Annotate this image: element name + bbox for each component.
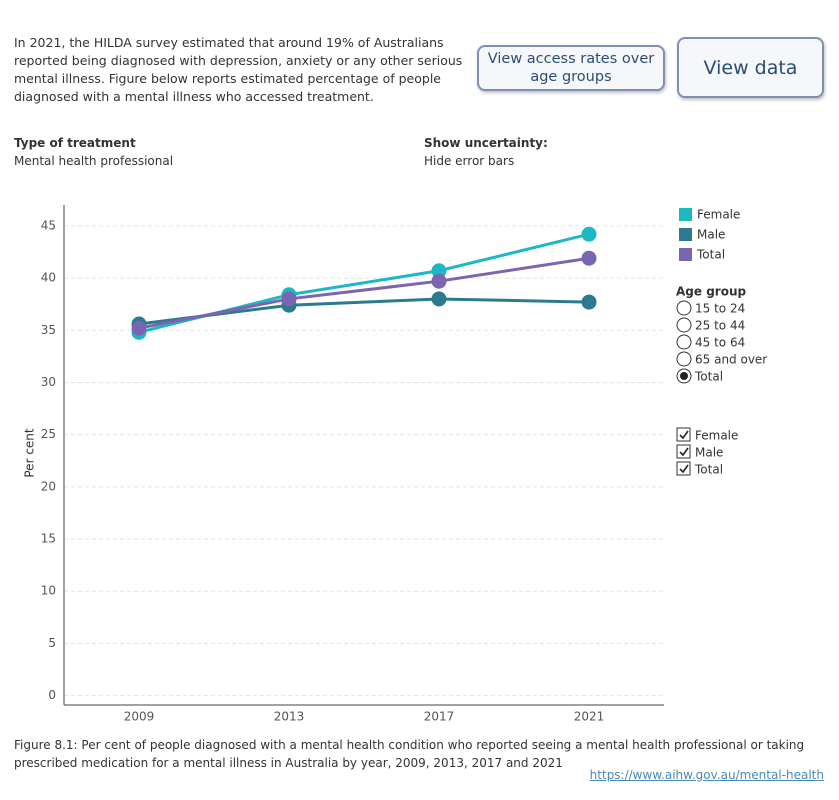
radio-dot bbox=[680, 372, 688, 380]
legend-label[interactable]: Male bbox=[697, 228, 725, 242]
age-rates-button[interactable]: View access rates over age groups bbox=[477, 45, 665, 91]
intro-text: In 2021, the HILDA survey estimated that… bbox=[14, 35, 463, 104]
data-point[interactable] bbox=[131, 320, 147, 336]
filter-value: Mental health professional bbox=[14, 154, 174, 168]
data-point[interactable] bbox=[431, 273, 447, 289]
radio-label[interactable]: 45 to 64 bbox=[695, 336, 745, 350]
uncertainty-filter[interactable]: Show uncertainty: Hide error bars bbox=[424, 136, 548, 168]
radio-button[interactable] bbox=[676, 317, 692, 333]
x-tick-label: 2009 bbox=[124, 710, 155, 724]
legend-swatch[interactable] bbox=[679, 248, 692, 261]
data-point[interactable] bbox=[431, 291, 447, 307]
series-line bbox=[138, 297, 590, 326]
radio-label[interactable]: Total bbox=[694, 370, 723, 384]
checkbox[interactable] bbox=[676, 427, 691, 442]
source-link[interactable]: https://www.aihw.gov.au/mental-health bbox=[589, 768, 824, 782]
treatment-filter[interactable]: Type of treatment Mental health professi… bbox=[14, 136, 173, 168]
radio-button[interactable] bbox=[676, 351, 692, 367]
checkbox[interactable] bbox=[676, 444, 691, 459]
radio-label[interactable]: 65 and over bbox=[695, 353, 767, 367]
y-tick-label: 0 bbox=[48, 688, 56, 702]
filter-label: Show uncertainty: bbox=[424, 136, 548, 150]
checkbox-label[interactable]: Male bbox=[695, 446, 723, 460]
data-point[interactable] bbox=[581, 294, 597, 310]
y-tick-label: 25 bbox=[41, 427, 56, 441]
y-tick-label: 20 bbox=[41, 479, 56, 493]
checkbox[interactable] bbox=[676, 461, 691, 476]
data-point[interactable] bbox=[581, 250, 597, 266]
checkbox-label[interactable]: Total bbox=[694, 463, 723, 477]
radio-label[interactable]: 15 to 24 bbox=[695, 302, 745, 316]
y-tick-label: 35 bbox=[41, 323, 56, 337]
series-line bbox=[138, 232, 590, 334]
check-mark bbox=[679, 464, 689, 474]
data-point[interactable] bbox=[431, 263, 447, 279]
series-line bbox=[138, 256, 590, 330]
y-tick-label: 10 bbox=[41, 584, 56, 598]
data-point[interactable] bbox=[281, 291, 297, 307]
radio-button[interactable] bbox=[676, 334, 692, 350]
y-tick-label: 45 bbox=[41, 218, 56, 232]
legend-label[interactable]: Total bbox=[696, 248, 725, 262]
data-point[interactable] bbox=[581, 226, 597, 242]
y-axis-label: Per cent bbox=[23, 428, 37, 478]
x-tick-label: 2017 bbox=[424, 710, 455, 724]
radio-button[interactable] bbox=[676, 300, 692, 316]
y-tick-label: 5 bbox=[48, 636, 56, 650]
checkbox-label[interactable]: Female bbox=[695, 429, 738, 443]
legend-swatch[interactable] bbox=[679, 208, 692, 221]
age-group-title: Age group bbox=[676, 285, 746, 299]
filter-value: Hide error bars bbox=[424, 154, 515, 168]
caption: Figure 8.1: Per cent of people diagnosed… bbox=[14, 738, 805, 770]
filter-label: Type of treatment bbox=[14, 136, 136, 150]
check-mark bbox=[679, 447, 689, 457]
x-tick-label: 2013 bbox=[274, 710, 305, 724]
check-mark bbox=[679, 430, 689, 440]
x-tick-label: 2021 bbox=[574, 710, 605, 724]
y-tick-label: 30 bbox=[41, 375, 56, 389]
radio-label[interactable]: 25 to 44 bbox=[695, 319, 745, 333]
legend-swatch[interactable] bbox=[679, 228, 692, 241]
y-tick-label: 15 bbox=[41, 532, 56, 546]
chart: Per cent Age group 0 5 10 15 20 25 30 35 40 45 200… bbox=[23, 205, 767, 724]
y-tick-label: 40 bbox=[41, 271, 56, 285]
view-data-button[interactable]: View data bbox=[677, 37, 824, 98]
legend-label[interactable]: Female bbox=[697, 208, 740, 222]
